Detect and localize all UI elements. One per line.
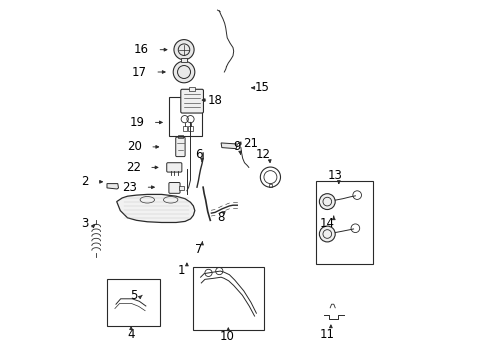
Text: 14: 14 [319,217,334,230]
Polygon shape [221,143,237,149]
Text: 10: 10 [219,330,234,343]
Text: 3: 3 [81,217,89,230]
Text: 7: 7 [194,243,202,256]
Bar [188,126,192,131]
Text: 20: 20 [127,140,142,153]
Circle shape [319,194,335,210]
Text: 21: 21 [242,137,257,150]
Ellipse shape [140,197,154,203]
Polygon shape [117,194,194,222]
Text: 23: 23 [122,181,137,194]
Text: 11: 11 [319,328,334,341]
FancyBboxPatch shape [181,89,203,113]
Text: 16: 16 [134,43,149,56]
FancyBboxPatch shape [168,183,180,193]
Bar [315,181,372,264]
Circle shape [174,40,194,60]
Text: 9: 9 [232,140,240,153]
Bar [268,184,271,187]
Text: 15: 15 [254,81,269,94]
Bar [178,135,182,138]
Bar [181,58,186,62]
Text: 1: 1 [177,264,185,276]
Text: 5: 5 [130,289,137,302]
Text: 12: 12 [255,148,270,161]
Ellipse shape [163,197,178,203]
Text: 2: 2 [81,175,89,188]
Text: 17: 17 [131,66,146,78]
Bar [107,279,160,326]
Circle shape [173,61,194,83]
Text: 13: 13 [327,169,342,182]
Text: 4: 4 [127,328,135,341]
FancyBboxPatch shape [175,137,185,157]
Circle shape [319,226,335,242]
Polygon shape [107,184,118,189]
Bar [189,87,195,91]
Bar [179,186,184,190]
Bar [168,97,202,136]
FancyBboxPatch shape [166,163,182,172]
Text: 6: 6 [194,148,202,161]
Bar [193,267,263,330]
Text: 18: 18 [207,94,222,107]
Text: 22: 22 [125,161,141,174]
Text: 19: 19 [129,116,144,129]
Bar [182,126,186,131]
Text: 8: 8 [217,211,224,224]
